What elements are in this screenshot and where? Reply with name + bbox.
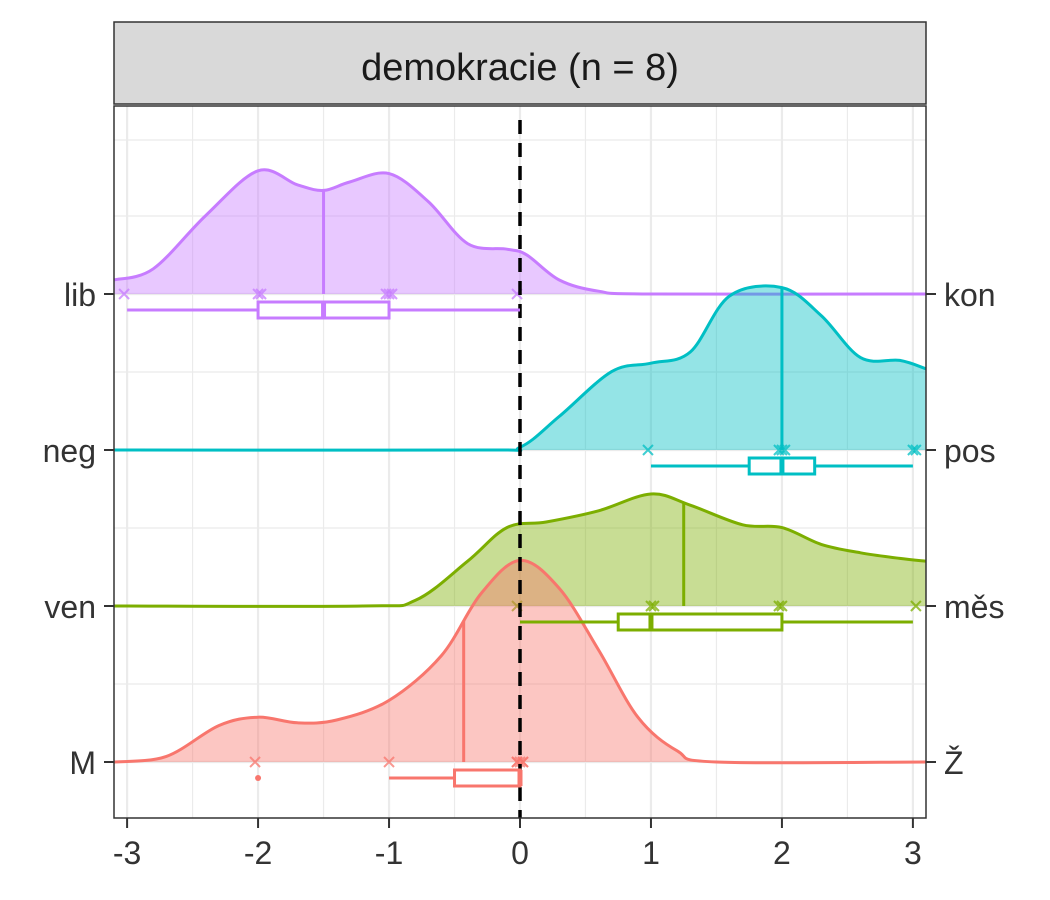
y-label-right-kon: kon [944,277,996,313]
x-tick-label: -2 [244,835,272,871]
data-point [648,600,660,612]
data-point [645,600,657,612]
density-curve-ven [113,492,927,608]
x-axis: -3 -2 -1 0 1 2 3 [113,818,922,871]
boxplots [127,300,913,788]
x-tick-label: 0 [511,835,529,871]
data-point [773,600,785,612]
data-point [642,444,654,456]
facet-title: demokracie (n = 8) [361,47,679,89]
x-tick-label: 1 [642,835,660,871]
y-axis-left: lib neg ven M [43,277,114,781]
density-curve-lib [113,168,927,296]
x-tick-label: -3 [113,835,141,871]
facet-strip [113,21,927,105]
data-point [776,600,788,612]
data-point [252,288,264,300]
data-point [383,288,395,300]
x-tick-label: 2 [773,835,791,871]
density-area-lib [114,169,926,295]
density-curve-neg [113,284,927,453]
density-area-neg [114,285,926,451]
y-label-right-pos: pos [944,433,996,469]
density-area-ven [114,493,926,607]
x-tick-label: 3 [904,835,922,871]
data-point [907,444,919,456]
data-point [910,600,922,612]
data-point [910,444,922,456]
data-point [249,756,261,768]
y-label-right-Ž: Ž [944,745,964,781]
density-curve-M [113,558,927,765]
data-point [255,288,267,300]
y-axis-right: kon pos měs Ž [926,277,1004,781]
y-label-right-měs: měs [944,589,1004,625]
data-point [514,756,526,768]
data-point [773,444,785,456]
x-tick-label: -1 [375,835,403,871]
data-point [776,444,788,456]
data-point [118,288,130,300]
y-label-left-M: M [69,745,96,781]
data-point [386,288,398,300]
y-label-left-lib: lib [64,277,96,313]
y-label-left-ven: ven [44,589,96,625]
box-ven [616,612,784,632]
data-point [383,756,395,768]
box-M [453,768,522,788]
outlier-point [255,775,262,781]
y-label-left-neg: neg [43,433,96,469]
